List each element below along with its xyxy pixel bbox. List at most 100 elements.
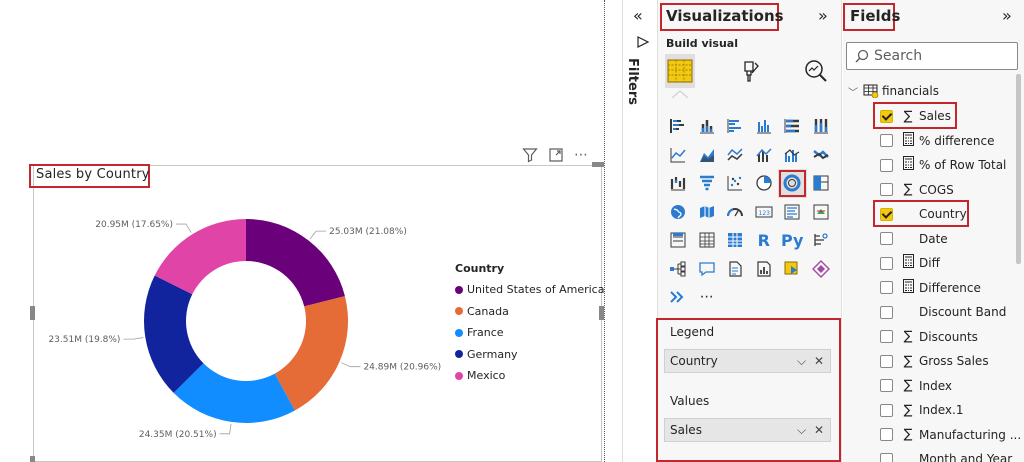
field-index[interactable]: ∑ Index bbox=[880, 376, 952, 396]
pie-chart-icon[interactable] bbox=[750, 169, 779, 198]
field-month-and-year[interactable]: Month and Year bbox=[880, 449, 1012, 462]
donut-slice-mexico[interactable] bbox=[154, 219, 246, 295]
line-and-stacked-column-icon[interactable] bbox=[750, 141, 779, 170]
filter-icon[interactable] bbox=[522, 147, 538, 163]
field-gross-sales[interactable]: ∑ Gross Sales bbox=[880, 351, 989, 371]
map-icon[interactable] bbox=[664, 198, 693, 227]
field-checkbox[interactable] bbox=[880, 207, 893, 221]
power-automate-icon[interactable] bbox=[807, 255, 836, 284]
stacked-area-chart-icon[interactable] bbox=[721, 141, 750, 170]
chevron-down-icon[interactable]: ﹀ bbox=[848, 87, 858, 99]
card-icon[interactable]: 123 bbox=[750, 198, 779, 227]
r-script-visual-icon[interactable]: R bbox=[757, 230, 770, 250]
donut-slice-united-states-of-america[interactable] bbox=[246, 219, 345, 307]
funnel-chart-icon[interactable] bbox=[693, 169, 722, 198]
stacked-column-chart-icon[interactable] bbox=[693, 112, 722, 141]
key-influencers-icon[interactable] bbox=[807, 226, 836, 255]
field-checkbox[interactable] bbox=[880, 158, 893, 172]
close-icon[interactable]: ✕ bbox=[813, 354, 824, 368]
legend-item[interactable]: Canada bbox=[455, 301, 604, 323]
decomposition-tree-icon[interactable] bbox=[664, 255, 693, 284]
field-difference[interactable]: Difference bbox=[880, 278, 981, 298]
ribbon-chart-icon[interactable] bbox=[807, 141, 836, 170]
waterfall-chart-icon[interactable] bbox=[664, 169, 693, 198]
resize-handle-left[interactable] bbox=[30, 306, 35, 320]
collapse-fields-icon[interactable]: » bbox=[1002, 6, 1012, 25]
power-apps-icon[interactable] bbox=[778, 255, 807, 284]
table-visual-icon[interactable] bbox=[693, 226, 722, 255]
python-visual-icon[interactable]: Py bbox=[781, 230, 804, 250]
field-manufacturing[interactable]: ∑ Manufacturing ... bbox=[880, 425, 1021, 445]
resize-handle-right[interactable] bbox=[599, 306, 604, 320]
collapse-filters-icon[interactable]: « bbox=[633, 6, 643, 25]
fields-scrollbar[interactable] bbox=[1016, 74, 1021, 264]
line-chart-icon[interactable] bbox=[664, 141, 693, 170]
kpi-icon[interactable] bbox=[807, 198, 836, 227]
field-discounts[interactable]: ∑ Discounts bbox=[880, 327, 978, 347]
analytics-button[interactable] bbox=[801, 54, 831, 88]
legend-well-field[interactable]: Country ⌵ ✕ bbox=[664, 349, 831, 373]
resize-handle-top-right[interactable] bbox=[592, 162, 604, 167]
donut-chart-icon[interactable] bbox=[778, 169, 807, 198]
field-sales[interactable]: ∑ Sales bbox=[880, 106, 951, 126]
field-checkbox[interactable] bbox=[880, 403, 893, 417]
filled-map-icon[interactable] bbox=[693, 198, 722, 227]
legend-item[interactable]: Mexico bbox=[455, 365, 604, 387]
area-chart-icon[interactable] bbox=[693, 141, 722, 170]
field-checkbox[interactable] bbox=[880, 452, 893, 462]
field-discount-band[interactable]: Discount Band bbox=[880, 302, 1006, 322]
field-checkbox[interactable] bbox=[880, 428, 893, 441]
field--difference[interactable]: % difference bbox=[880, 131, 994, 151]
field-checkbox[interactable] bbox=[880, 183, 893, 196]
clustered-column-chart-icon[interactable] bbox=[750, 112, 779, 141]
100-stacked-bar-chart-icon[interactable] bbox=[778, 112, 807, 141]
field-checkbox[interactable] bbox=[880, 330, 893, 343]
smart-narrative-icon[interactable] bbox=[721, 255, 750, 284]
gauge-icon[interactable] bbox=[721, 198, 750, 227]
format-visual-button[interactable] bbox=[735, 54, 765, 88]
more-options-icon[interactable]: ⋯ bbox=[574, 147, 588, 163]
field-checkbox[interactable] bbox=[880, 305, 893, 319]
slicer-icon[interactable] bbox=[664, 226, 693, 255]
field-checkbox[interactable] bbox=[880, 256, 893, 270]
legend-item[interactable]: United States of America bbox=[455, 279, 604, 301]
collapse-visualizations-icon[interactable]: » bbox=[818, 6, 828, 25]
resize-handle-bottom-left[interactable] bbox=[30, 456, 35, 462]
legend-item[interactable]: Germany bbox=[455, 344, 604, 366]
treemap-icon[interactable] bbox=[807, 169, 836, 198]
100-stacked-column-chart-icon[interactable] bbox=[807, 112, 836, 141]
search-input[interactable] bbox=[874, 46, 1014, 66]
table-financials[interactable]: ﹀ financials bbox=[848, 82, 939, 100]
field-checkbox[interactable] bbox=[880, 281, 893, 294]
field-checkbox[interactable] bbox=[880, 109, 893, 123]
legend-item[interactable]: France bbox=[455, 322, 604, 344]
matrix-icon[interactable] bbox=[721, 226, 750, 255]
stacked-bar-chart-icon[interactable] bbox=[664, 112, 693, 141]
field--of-row-total[interactable]: % of Row Total bbox=[880, 155, 1006, 175]
donut-slice-canada[interactable] bbox=[274, 296, 349, 411]
field-cogs[interactable]: ∑ COGS bbox=[880, 180, 954, 200]
field-date[interactable]: Date bbox=[880, 229, 948, 249]
field-checkbox[interactable] bbox=[880, 134, 893, 147]
multi-row-card-icon[interactable] bbox=[778, 198, 807, 227]
chevron-down-icon[interactable]: ⌵ bbox=[797, 423, 807, 437]
paginated-report-icon[interactable] bbox=[750, 255, 779, 284]
qa-visual-icon[interactable] bbox=[693, 255, 722, 284]
fields-search-box[interactable] bbox=[846, 42, 1018, 70]
line-and-clustered-column-icon[interactable] bbox=[778, 141, 807, 170]
field-checkbox[interactable] bbox=[880, 379, 893, 392]
filters-pane-collapsed[interactable] bbox=[622, 0, 657, 462]
more-visuals-icon[interactable]: ⋯ bbox=[699, 289, 714, 306]
field-checkbox[interactable] bbox=[880, 232, 893, 245]
chevron-down-icon[interactable]: ⌵ bbox=[797, 354, 807, 368]
get-more-visuals-icon[interactable] bbox=[664, 283, 693, 312]
close-icon[interactable]: ✕ bbox=[813, 423, 824, 437]
donut-slice-france[interactable] bbox=[173, 363, 295, 423]
values-well-field[interactable]: Sales ⌵ ✕ bbox=[664, 418, 831, 442]
filters-pane-label[interactable]: Filters bbox=[625, 58, 654, 118]
field-diff[interactable]: Diff bbox=[880, 253, 940, 273]
field-checkbox[interactable] bbox=[880, 354, 893, 368]
build-visual-button[interactable] bbox=[665, 54, 695, 88]
donut-slice-germany[interactable] bbox=[144, 275, 204, 393]
filter-pane-icon[interactable] bbox=[636, 35, 650, 49]
